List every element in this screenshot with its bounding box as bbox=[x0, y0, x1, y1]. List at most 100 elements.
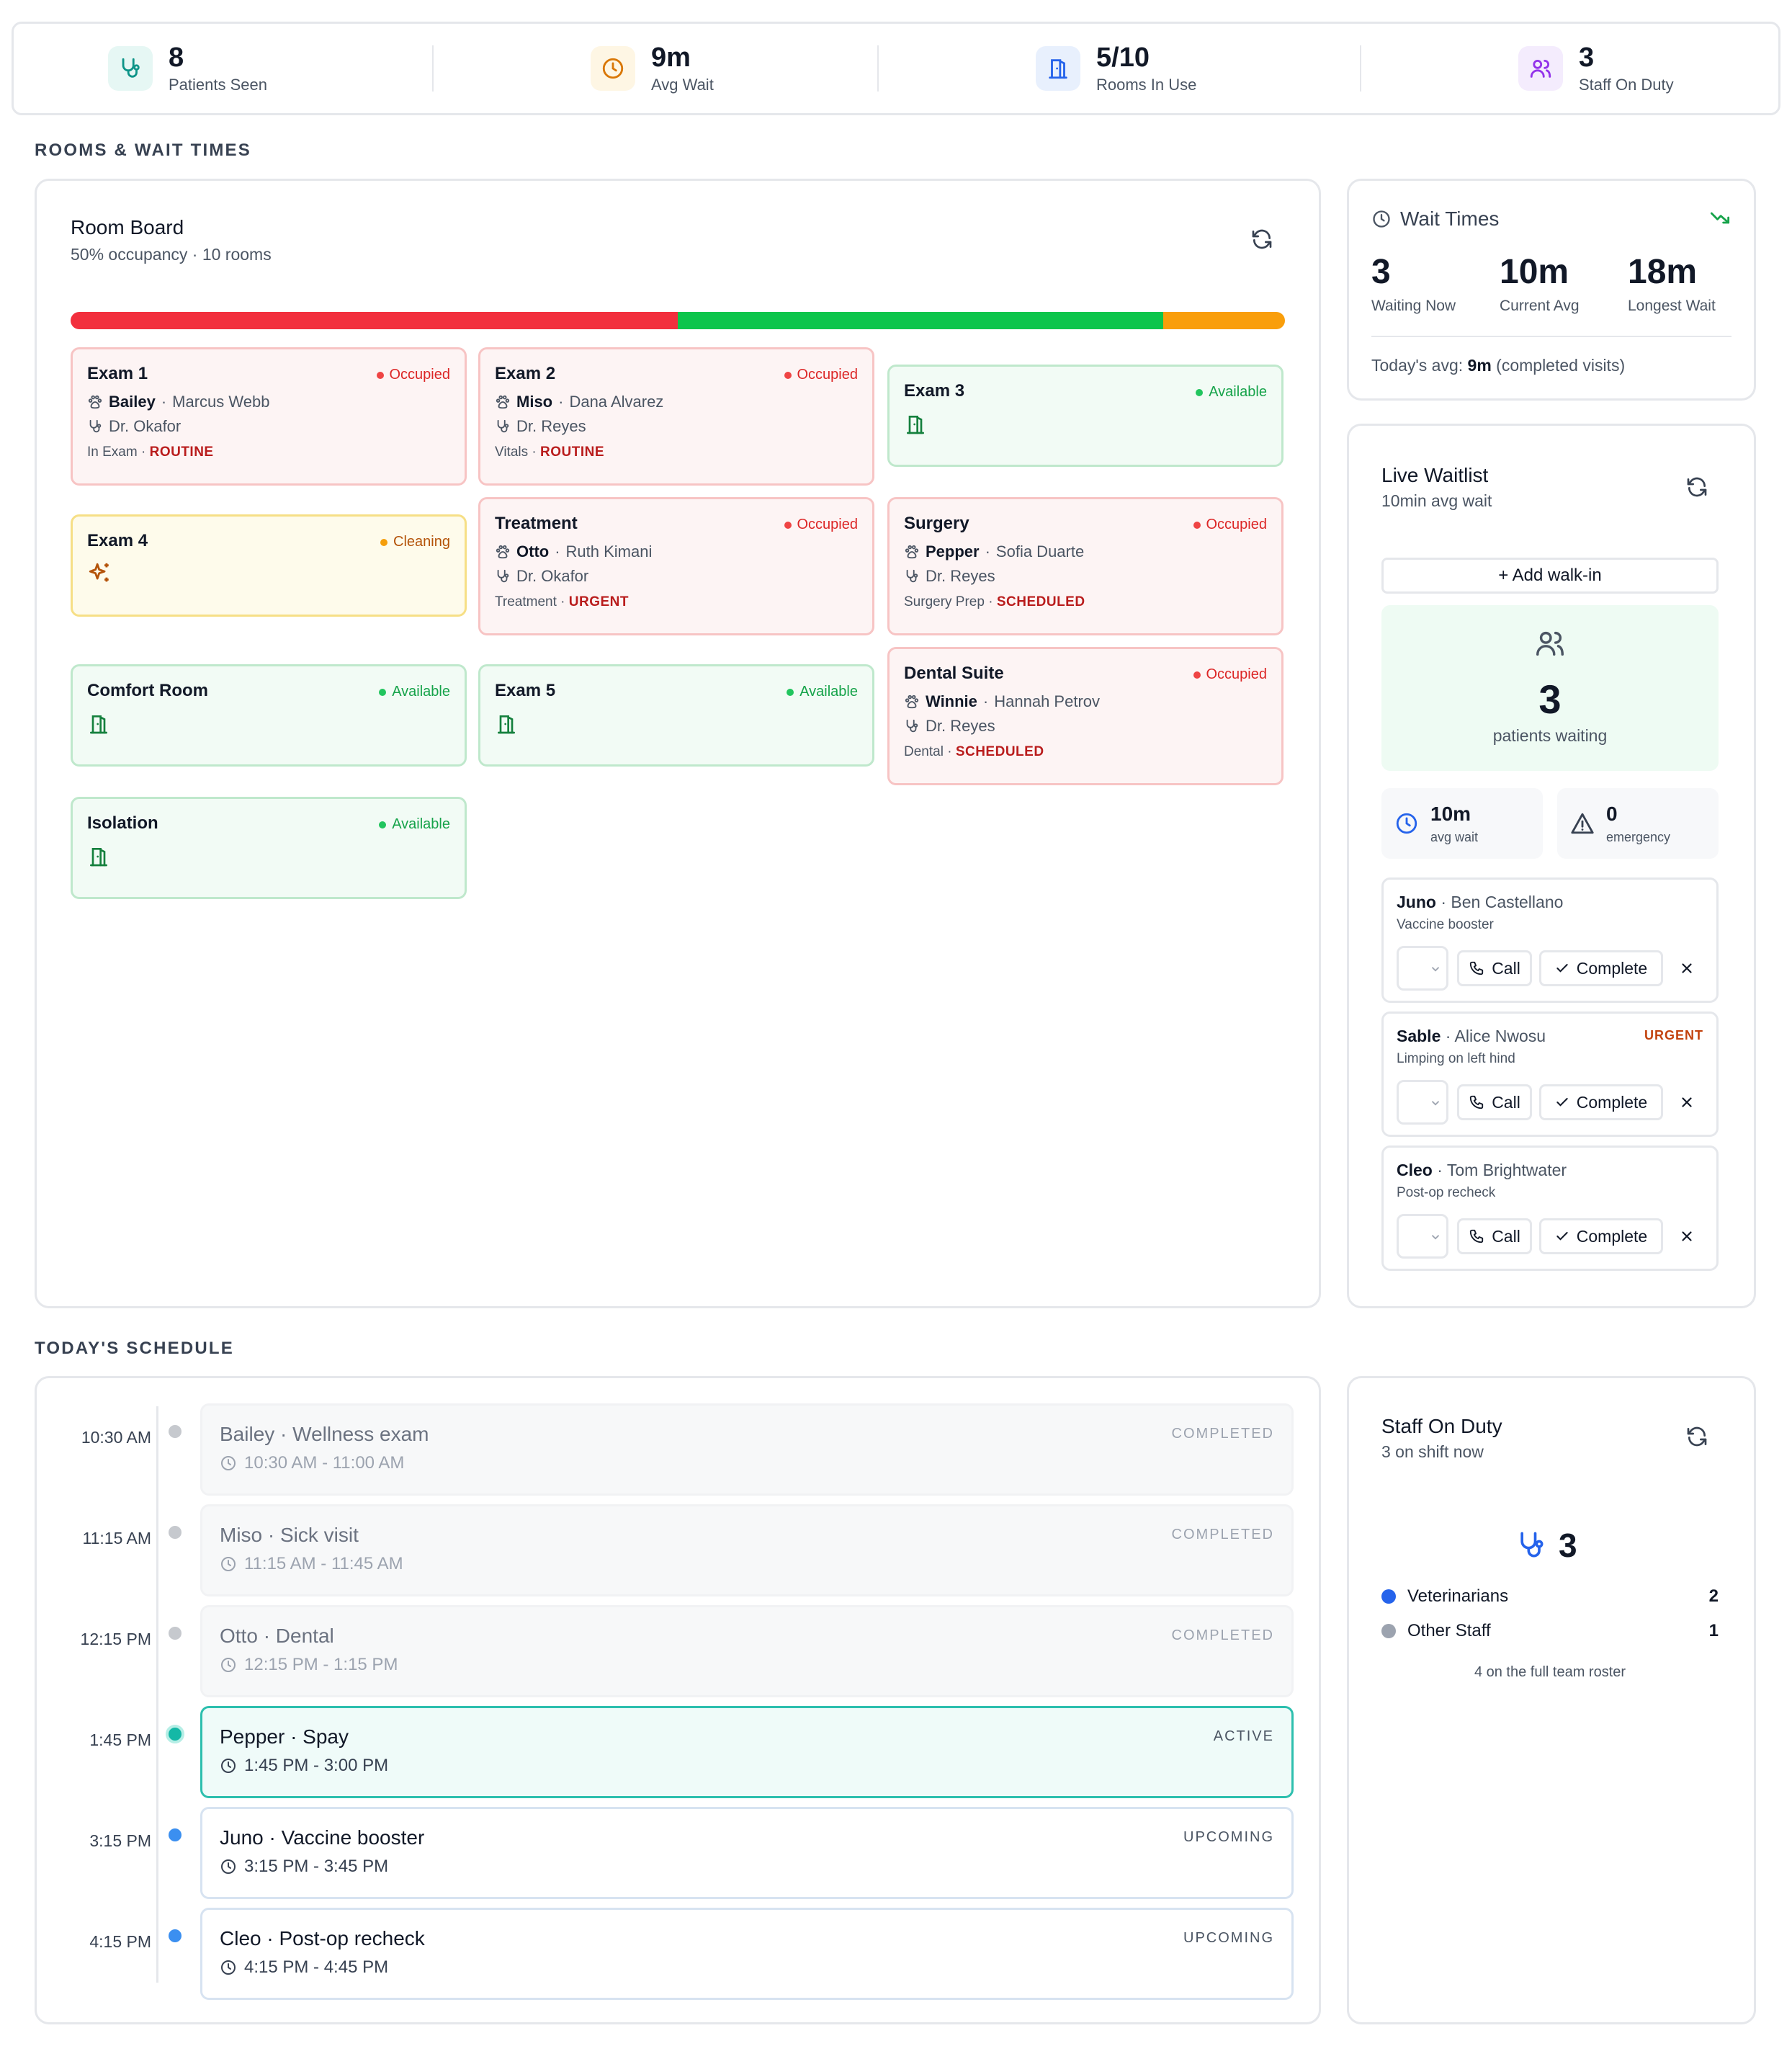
room-card-comfort-room[interactable]: Comfort Room Available bbox=[71, 664, 467, 767]
remove-icon[interactable] bbox=[1679, 1228, 1695, 1244]
room-board-subtitle: 50% occupancy · 10 rooms bbox=[71, 245, 272, 264]
complete-button[interactable]: Complete bbox=[1539, 950, 1663, 986]
room-select[interactable] bbox=[1397, 1214, 1448, 1259]
staff-group-other: Other Staff 1 bbox=[1381, 1621, 1719, 1641]
users-icon bbox=[1533, 627, 1567, 660]
room-card-exam-5[interactable]: Exam 5 Available bbox=[478, 664, 874, 767]
paw-icon bbox=[495, 544, 511, 560]
complete-button[interactable]: Complete bbox=[1539, 1218, 1663, 1254]
room-card-exam-1[interactable]: Exam 1 Occupied Bailey · Marcus Webb Dr. O… bbox=[71, 347, 467, 486]
timeline-line bbox=[156, 1406, 158, 1983]
remove-icon[interactable] bbox=[1679, 960, 1695, 976]
live-waitlist-card bbox=[1347, 424, 1756, 1308]
schedule-item[interactable]: Cleo · Post-op recheck 4:15 PM - 4:45 PM… bbox=[200, 1908, 1294, 2000]
stat-value: 8 bbox=[169, 43, 184, 73]
metric-longest-wait: 18m Longest Wait bbox=[1628, 252, 1716, 315]
footer-value: 9m bbox=[1467, 356, 1492, 375]
room-card-dental-suite[interactable]: Dental Suite Occupied Winnie · Hannah Petr… bbox=[887, 647, 1283, 785]
door-icon bbox=[904, 413, 1267, 436]
appointment-hours: 1:45 PM - 3:00 PM bbox=[220, 1756, 388, 1776]
schedule-item[interactable]: Otto · Dental 12:15 PM - 1:15 PM COMPLET… bbox=[200, 1605, 1294, 1697]
room-status-label: Occupied bbox=[1206, 666, 1268, 682]
waitlist-item: Juno · Ben Castellano Vaccine booster Ca… bbox=[1381, 877, 1719, 1003]
paw-icon bbox=[495, 394, 511, 410]
wait-times-header: Wait Times bbox=[1371, 207, 1499, 231]
room-card-exam-3[interactable]: Exam 3 Available bbox=[887, 365, 1283, 467]
clock-icon bbox=[1371, 209, 1392, 229]
room-name: Isolation bbox=[87, 813, 158, 833]
hours-label: 1:45 PM - 3:00 PM bbox=[244, 1756, 389, 1775]
room-name: Surgery bbox=[904, 514, 969, 533]
divider bbox=[877, 45, 879, 91]
schedule-time: 12:15 PM bbox=[80, 1630, 151, 1648]
add-walk-in-button[interactable]: + Add walk-in bbox=[1381, 558, 1719, 594]
waitlist-patient: Juno · Ben Castellano bbox=[1397, 893, 1564, 911]
hours-label: 3:15 PM - 3:45 PM bbox=[244, 1857, 389, 1876]
remove-icon[interactable] bbox=[1679, 1094, 1695, 1110]
occupancy-segment-occupied bbox=[71, 312, 678, 329]
schedule-time: 3:15 PM bbox=[89, 1831, 151, 1850]
stage-label: Treatment bbox=[495, 594, 557, 609]
room-select[interactable] bbox=[1397, 946, 1448, 991]
clock-icon bbox=[1394, 811, 1419, 836]
waitlist-patient: Sable · Alice Nwosu bbox=[1397, 1027, 1546, 1045]
room-status: Occupied bbox=[376, 367, 450, 383]
call-button[interactable]: Call bbox=[1457, 1218, 1532, 1254]
status-dot bbox=[787, 688, 794, 696]
paw-icon bbox=[904, 694, 920, 710]
emergency-value: 0 bbox=[1606, 802, 1618, 825]
refresh-icon[interactable] bbox=[1685, 1425, 1708, 1448]
room-card-exam-2[interactable]: Exam 2 Occupied Miso · Dana Alvarez Dr. Re… bbox=[478, 347, 874, 486]
room-patient: Otto · Ruth Kimani bbox=[495, 542, 858, 561]
schedule-item-active[interactable]: Pepper · Spay 1:45 PM - 3:00 PM ACTIVE bbox=[200, 1706, 1294, 1798]
stat-value: 5/10 bbox=[1096, 43, 1150, 73]
room-status-label: Available bbox=[799, 684, 858, 700]
vet-name: Dr. Reyes bbox=[926, 567, 995, 585]
patients-waiting-panel: 3 patients waiting bbox=[1381, 605, 1719, 771]
refresh-icon[interactable] bbox=[1685, 475, 1708, 499]
avg-wait-value: 10m bbox=[1430, 802, 1471, 825]
footer-suffix: (completed visits) bbox=[1496, 356, 1626, 375]
schedule-item[interactable]: Juno · Vaccine booster 3:15 PM - 3:45 PM… bbox=[200, 1807, 1294, 1899]
room-name: Exam 1 bbox=[87, 364, 148, 383]
call-button[interactable]: Call bbox=[1457, 950, 1532, 986]
door-icon bbox=[495, 713, 858, 736]
room-card-exam-4[interactable]: Exam 4 Cleaning bbox=[71, 514, 467, 617]
vet-name: Dr. Reyes bbox=[516, 417, 586, 435]
hours-label: 4:15 PM - 4:45 PM bbox=[244, 1957, 389, 1977]
schedule-time: 4:15 PM bbox=[89, 1932, 151, 1951]
room-status: Cleaning bbox=[380, 534, 450, 550]
hours-label: 11:15 AM - 11:45 AM bbox=[244, 1554, 403, 1573]
room-select[interactable] bbox=[1397, 1080, 1448, 1125]
schedule-time: 1:45 PM bbox=[89, 1730, 151, 1749]
stethoscope-icon bbox=[87, 419, 103, 434]
room-card-treatment[interactable]: Treatment Occupied Otto · Ruth Kimani Dr. … bbox=[478, 497, 874, 635]
room-name: Exam 3 bbox=[904, 381, 965, 401]
room-stage: Dental · SCHEDULED bbox=[904, 744, 1044, 759]
stat-label: Staff On Duty bbox=[1579, 76, 1674, 94]
metric-value: 3 bbox=[1371, 253, 1391, 291]
timeline-dot bbox=[169, 1425, 182, 1438]
schedule-item[interactable]: Miso · Sick visit 11:15 AM - 11:45 AM CO… bbox=[200, 1504, 1294, 1596]
status-dot bbox=[379, 821, 387, 828]
group-count: 1 bbox=[1708, 1621, 1719, 1640]
metric-label: Longest Wait bbox=[1628, 298, 1716, 314]
stage-label: Surgery Prep bbox=[904, 594, 985, 609]
room-card-surgery[interactable]: Surgery Occupied Pepper · Sofia Duarte Dr.… bbox=[887, 497, 1283, 635]
appointment-title: Cleo · Post-op recheck bbox=[220, 1927, 425, 1949]
room-name: Exam 5 bbox=[495, 681, 556, 700]
room-status: Occupied bbox=[1193, 666, 1268, 683]
call-button[interactable]: Call bbox=[1457, 1084, 1532, 1120]
refresh-icon[interactable] bbox=[1250, 228, 1273, 251]
complete-button[interactable]: Complete bbox=[1539, 1084, 1663, 1120]
metric-label: Waiting Now bbox=[1371, 298, 1456, 314]
appointment-title: Pepper · Spay bbox=[220, 1725, 349, 1748]
status-dot bbox=[784, 521, 792, 529]
clock-icon bbox=[220, 1555, 237, 1573]
schedule-item[interactable]: Bailey · Wellness exam 10:30 AM - 11:00 … bbox=[200, 1403, 1294, 1496]
owner-name: Marcus Webb bbox=[172, 393, 270, 411]
pet-name: Sable bbox=[1397, 1027, 1441, 1045]
room-vet: Dr. Okafor bbox=[495, 567, 858, 586]
room-card-isolation[interactable]: Isolation Available bbox=[71, 797, 467, 899]
waitlist-item: Sable · Alice Nwosu URGENT Limping on le… bbox=[1381, 1011, 1719, 1137]
